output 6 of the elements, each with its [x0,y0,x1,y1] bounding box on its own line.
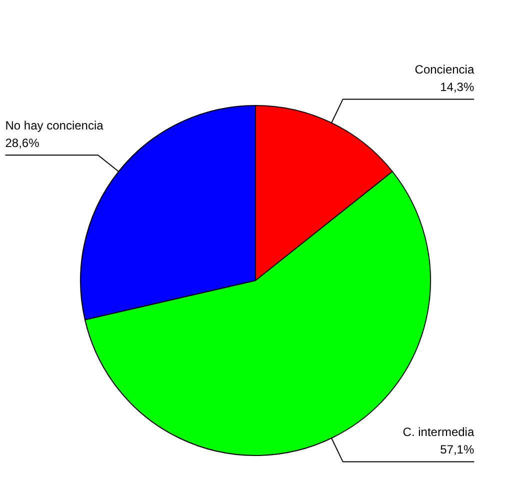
slice-label: No hay conciencia [5,118,104,132]
data-label: 57,1% [440,442,474,457]
data-label: 28,6% [5,136,40,150]
data-label: 14,3% [440,80,474,94]
slice-label: Conciencia [414,62,474,76]
slice-label: C. intermedia [402,425,474,440]
